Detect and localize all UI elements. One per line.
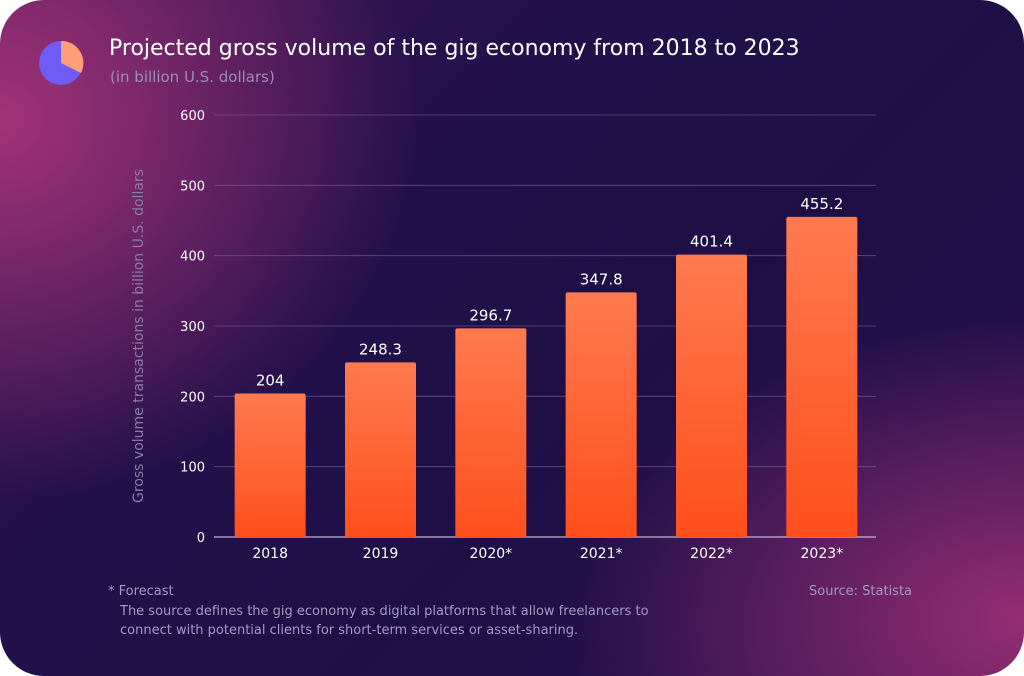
grid-lines bbox=[214, 114, 876, 538]
bar-value-label: 347.8 bbox=[580, 270, 623, 288]
bar bbox=[676, 254, 747, 537]
y-tick-label: 100 bbox=[180, 461, 205, 476]
y-tick-label: 500 bbox=[180, 179, 205, 194]
bar bbox=[786, 216, 858, 538]
y-axis-ticks: 0 100 200 300 400 500 600 bbox=[180, 109, 205, 546]
source-label: Source: Statista bbox=[809, 584, 913, 599]
x-tick-label: 2020* bbox=[470, 546, 513, 562]
x-tick-label: 2019 bbox=[363, 546, 399, 562]
y-tick-label: 600 bbox=[180, 109, 205, 124]
bar-value-label: 296.7 bbox=[469, 306, 512, 324]
pie-chart-icon bbox=[39, 40, 84, 85]
bar-value-label: 455.2 bbox=[800, 195, 843, 213]
bar bbox=[455, 328, 527, 537]
bar bbox=[565, 292, 637, 537]
x-tick-label: 2018 bbox=[252, 546, 288, 562]
y-tick-label: 300 bbox=[180, 320, 205, 335]
x-axis-ticks: 2018 2019 2020* 2021* 2022* 2023* bbox=[252, 546, 843, 562]
chart-subtitle: (in billion U.S. dollars) bbox=[110, 68, 275, 86]
bar-value-label: 401.4 bbox=[690, 233, 733, 251]
bar bbox=[234, 393, 306, 537]
y-tick-label: 200 bbox=[180, 390, 205, 405]
x-tick-label: 2021* bbox=[580, 546, 623, 562]
bar-value-label: 248.3 bbox=[359, 340, 402, 358]
footnote-text: The source defines the gig economy as di… bbox=[120, 604, 649, 638]
bar-value-label: 204 bbox=[256, 372, 285, 390]
pie-icon-slice bbox=[61, 40, 84, 73]
bars bbox=[234, 216, 858, 538]
footnote-mark: * Forecast bbox=[108, 584, 174, 599]
value-labels: 204 248.3 296.7 347.8 401.4 455.2 bbox=[256, 195, 843, 390]
y-tick-label: 400 bbox=[180, 250, 205, 265]
x-tick-label: 2023* bbox=[801, 546, 844, 562]
bar bbox=[345, 362, 416, 537]
chart-title: Projected gross volume of the gig econom… bbox=[109, 36, 800, 61]
x-tick-label: 2022* bbox=[690, 546, 733, 562]
y-axis-label: Gross volume transactions in billion U.S… bbox=[131, 169, 147, 503]
y-tick-label: 0 bbox=[197, 531, 205, 546]
